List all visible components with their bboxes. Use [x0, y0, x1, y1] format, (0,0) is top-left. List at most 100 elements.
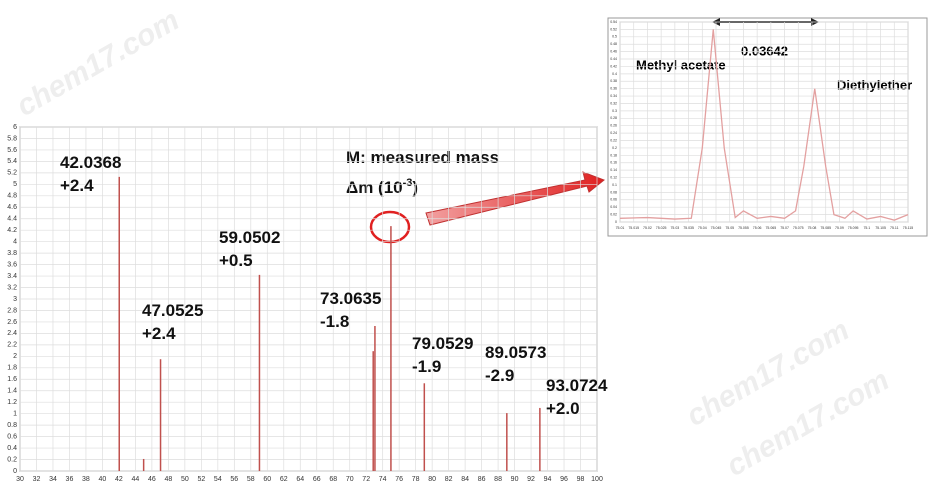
- key-line1: M: measured mass: [346, 148, 499, 167]
- x-tick-label: 75.08: [808, 226, 817, 230]
- y-tick-label: 0.42: [610, 64, 617, 68]
- y-tick-label: 0.54: [610, 20, 617, 24]
- y-tick-label: 0.34: [610, 94, 617, 98]
- key-close: ): [412, 178, 418, 197]
- x-tick-label: 75.01: [616, 226, 625, 230]
- x-tick-label: 30: [16, 476, 24, 483]
- delta-label: +2.0: [546, 399, 580, 418]
- x-tick-label: 75.015: [628, 226, 639, 230]
- y-tick-label: 0.36: [610, 87, 617, 91]
- x-tick-label: 75.075: [793, 226, 804, 230]
- key-sup: -3: [403, 177, 413, 189]
- x-tick-label: 92: [527, 476, 535, 483]
- x-tick-label: 75.11: [890, 226, 899, 230]
- x-tick-label: 42: [115, 476, 123, 483]
- y-tick-label: 5: [13, 181, 17, 188]
- delta-label: +2.4: [60, 176, 94, 195]
- y-tick-label: 0.18: [610, 153, 617, 157]
- x-tick-label: 75.055: [738, 226, 749, 230]
- key-line2: Δm (10-3): [346, 177, 418, 197]
- x-tick-label: 84: [461, 476, 469, 483]
- delta-label: +0.5: [219, 251, 253, 270]
- mass-label: 89.0573: [485, 343, 546, 362]
- y-tick-label: 3: [13, 296, 17, 303]
- x-tick-label: 75.07: [780, 226, 789, 230]
- x-tick-label: 98: [577, 476, 585, 483]
- x-tick-label: 86: [478, 476, 486, 483]
- y-tick-label: 4: [13, 239, 17, 246]
- y-tick-label: 0.3: [612, 109, 617, 113]
- y-tick-label: 4.2: [7, 227, 17, 234]
- delta-label: -1.8: [320, 312, 349, 331]
- y-tick-label: 1.8: [7, 365, 17, 372]
- x-tick-label: 46: [148, 476, 156, 483]
- x-tick-label: 75.065: [765, 226, 776, 230]
- y-tick-label: 5.8: [7, 135, 17, 142]
- x-tick-label: 88: [494, 476, 502, 483]
- x-tick-label: 75.035: [683, 226, 694, 230]
- y-tick-label: 0.32: [610, 101, 617, 105]
- x-tick-label: 38: [82, 476, 90, 483]
- y-tick-label: 0.48: [610, 42, 617, 46]
- y-tick-label: 4.8: [7, 193, 17, 200]
- x-tick-label: 75.03: [670, 226, 679, 230]
- y-tick-label: 2.2: [7, 342, 17, 349]
- y-tick-label: 0.6: [7, 433, 17, 440]
- y-tick-label: 0.04: [610, 205, 617, 209]
- y-tick-label: 2.4: [7, 330, 17, 337]
- x-tick-label: 75.025: [656, 226, 667, 230]
- y-tick-label: 5.6: [7, 147, 17, 154]
- y-tick-label: 0.24: [610, 131, 617, 135]
- x-tick-label: 82: [445, 476, 453, 483]
- x-tick-label: 78: [412, 476, 420, 483]
- x-tick-label: 75.115: [903, 226, 913, 230]
- separation-label: 0.03642: [741, 43, 788, 58]
- watermark: chem17.com: [11, 3, 185, 122]
- x-tick-label: 74: [379, 476, 387, 483]
- y-tick-label: 0.52: [610, 27, 617, 31]
- x-tick-label: 32: [33, 476, 41, 483]
- y-tick-label: 2.8: [7, 307, 17, 314]
- y-tick-label: 0.26: [610, 124, 617, 128]
- y-tick-label: 0.4: [7, 445, 17, 452]
- x-tick-label: 62: [280, 476, 288, 483]
- y-tick-label: 1.6: [7, 376, 17, 383]
- x-tick-label: 50: [181, 476, 189, 483]
- x-tick-label: 76: [395, 476, 403, 483]
- x-tick-label: 75.09: [835, 226, 844, 230]
- y-tick-label: 0.8: [7, 422, 17, 429]
- y-tick-label: 4.4: [7, 216, 17, 223]
- y-tick-label: 3.8: [7, 250, 17, 257]
- x-tick-label: 58: [247, 476, 255, 483]
- y-tick-label: 0.38: [610, 79, 617, 83]
- x-tick-label: 70: [346, 476, 354, 483]
- y-tick-label: 5.2: [7, 170, 17, 177]
- y-tick-label: 0.02: [610, 213, 617, 217]
- x-tick-label: 96: [560, 476, 568, 483]
- mass-label: 73.0635: [320, 289, 381, 308]
- y-tick-label: 3.2: [7, 284, 17, 291]
- y-tick-label: 0.28: [610, 116, 617, 120]
- y-tick-label: 0.22: [610, 138, 617, 142]
- x-tick-label: 44: [132, 476, 140, 483]
- mass-label: 47.0525: [142, 301, 203, 320]
- x-tick-label: 68: [329, 476, 337, 483]
- x-tick-label: 64: [296, 476, 304, 483]
- x-tick-label: 80: [428, 476, 436, 483]
- y-tick-label: 0.46: [610, 50, 617, 54]
- y-tick-label: 0.5: [612, 35, 617, 39]
- x-tick-label: 34: [49, 476, 57, 483]
- y-tick-label: 4.6: [7, 204, 17, 211]
- y-tick-label: 0.06: [610, 198, 617, 202]
- x-tick-label: 75.045: [711, 226, 722, 230]
- y-tick-label: 1: [13, 411, 17, 418]
- x-tick-label: 66: [313, 476, 321, 483]
- x-tick-label: 52: [197, 476, 205, 483]
- x-tick-label: 100: [591, 476, 603, 483]
- y-tick-label: 0.44: [610, 57, 617, 61]
- x-tick-label: 94: [544, 476, 552, 483]
- y-tick-label: 0.16: [610, 161, 617, 165]
- peak-label: Diethylether: [837, 77, 912, 92]
- y-tick-label: 0.08: [610, 190, 617, 194]
